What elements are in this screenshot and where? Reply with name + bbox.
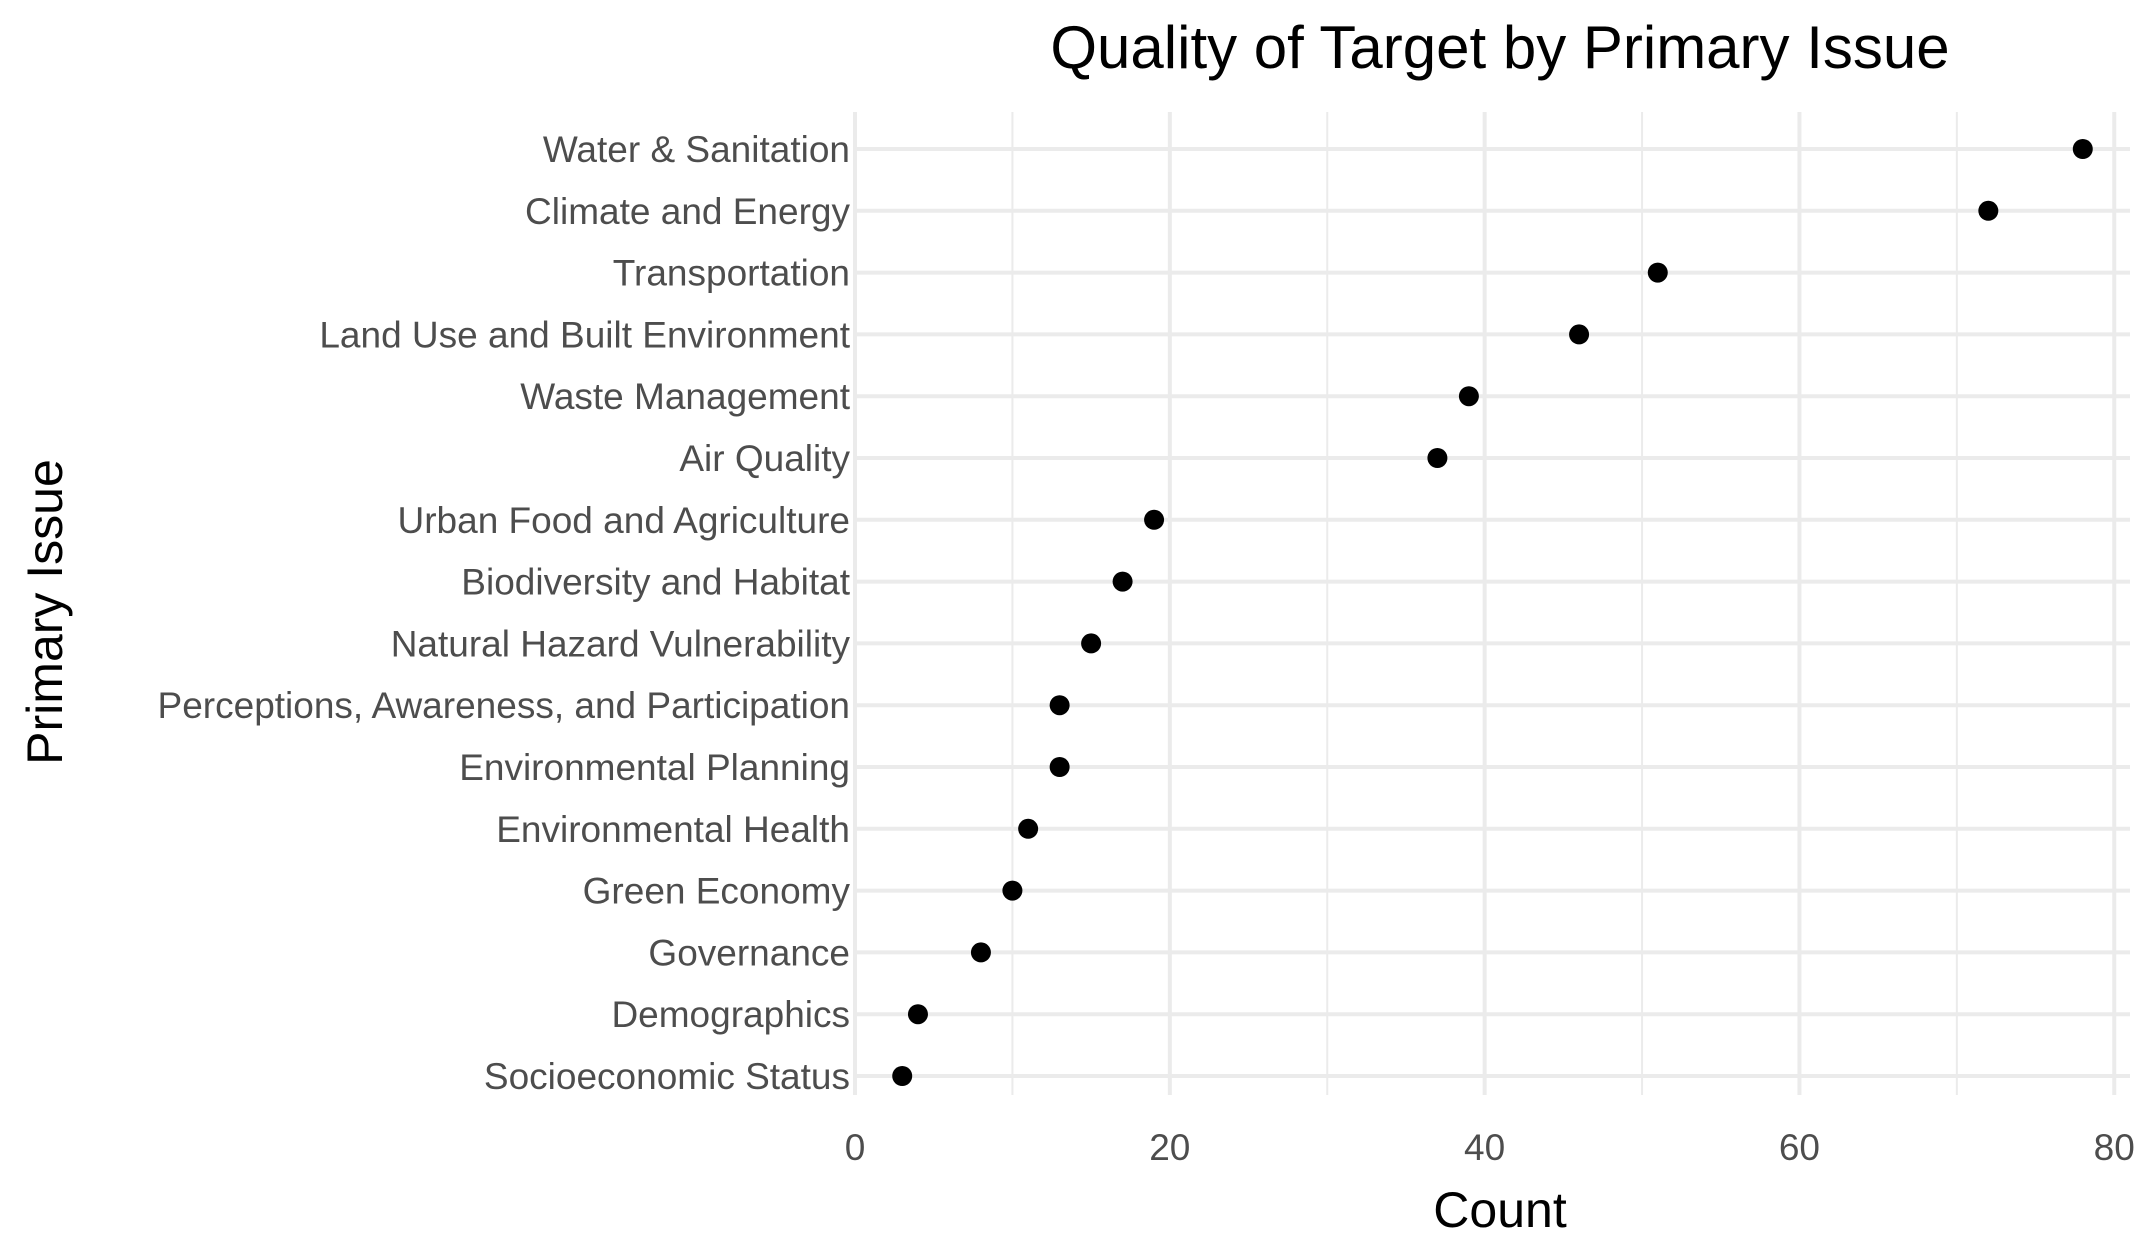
data-point xyxy=(970,942,991,963)
y-tick-label: Water & Sanitation xyxy=(543,129,850,170)
y-tick-label: Environmental Health xyxy=(496,809,850,850)
data-point xyxy=(1144,509,1165,530)
y-tick-label: Perceptions, Awareness, and Participatio… xyxy=(158,685,850,726)
data-point xyxy=(1018,818,1039,839)
data-point xyxy=(1081,633,1102,654)
y-tick-label: Transportation xyxy=(613,253,850,294)
y-tick-label: Demographics xyxy=(611,994,850,1035)
data-point xyxy=(1002,880,1023,901)
data-point xyxy=(892,1066,913,1086)
y-tick-label: Natural Hazard Vulnerability xyxy=(391,623,851,664)
y-tick-label: Green Economy xyxy=(583,871,851,912)
data-point xyxy=(1978,200,1999,221)
y-axis-tick-labels: Water & Sanitation Climate and Energy Tran… xyxy=(158,129,851,1097)
y-tick-label: Land Use and Built Environment xyxy=(319,314,850,355)
data-point xyxy=(1569,324,1590,345)
grid xyxy=(853,112,2130,1095)
chart-title: Quality of Target by Primary Issue xyxy=(1050,14,1949,81)
y-tick-label: Biodiversity and Habitat xyxy=(461,562,850,603)
data-points xyxy=(892,139,2093,1086)
data-point xyxy=(1049,757,1070,777)
y-tick-label: Governance xyxy=(648,932,850,973)
y-tick-label: Waste Management xyxy=(520,376,850,417)
x-tick-label: 20 xyxy=(1149,1127,1190,1168)
data-point xyxy=(1427,448,1448,468)
data-point xyxy=(1458,386,1479,407)
data-point xyxy=(907,1004,928,1025)
y-tick-label: Environmental Planning xyxy=(459,747,850,788)
y-tick-label: Climate and Energy xyxy=(525,191,850,232)
x-tick-label: 0 xyxy=(845,1127,866,1168)
y-tick-label: Socioeconomic Status xyxy=(484,1056,850,1097)
y-axis-title: Primary Issue xyxy=(17,459,73,765)
data-point xyxy=(1049,695,1070,716)
data-point xyxy=(2072,139,2093,159)
y-tick-label: Urban Food and Agriculture xyxy=(398,500,851,541)
data-point xyxy=(1112,571,1133,592)
x-tick-label: 60 xyxy=(1779,1127,1820,1168)
y-tick-label: Air Quality xyxy=(679,438,850,479)
x-tick-label: 40 xyxy=(1464,1127,1505,1168)
x-tick-label: 80 xyxy=(2094,1127,2135,1168)
x-axis-title: Count xyxy=(1433,1182,1567,1238)
data-point xyxy=(1647,262,1668,283)
x-axis-tick-labels: 0 20 40 60 80 xyxy=(845,1127,2135,1168)
